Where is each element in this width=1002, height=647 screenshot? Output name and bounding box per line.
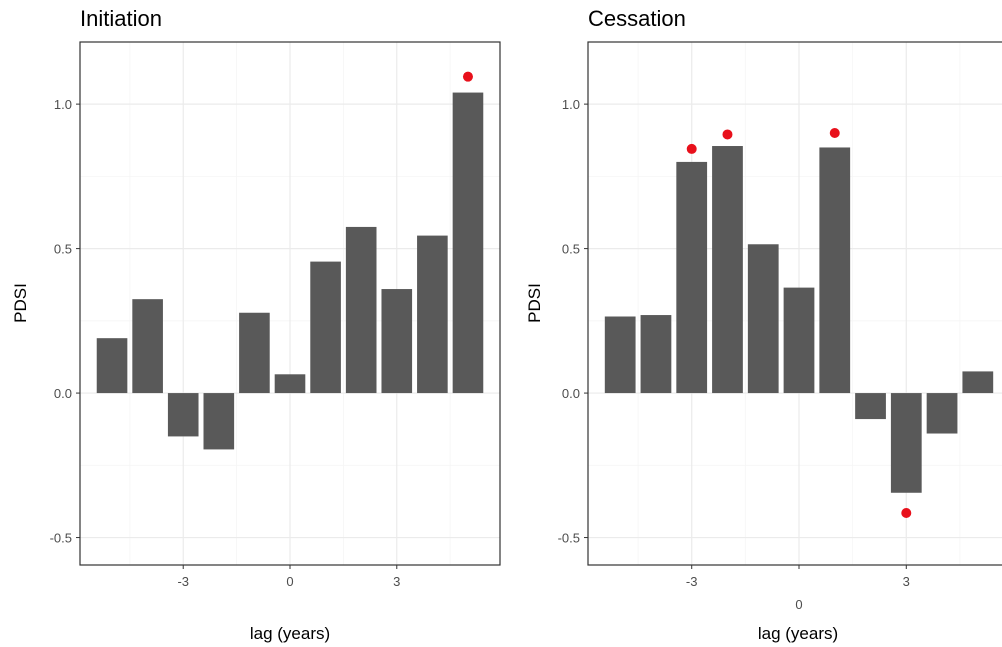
cessation-significance-marker [722,129,733,140]
initiation-bar [239,312,270,394]
initiation-bar [167,393,199,437]
initiation-x-tick-label: 0 [286,574,293,589]
cessation-x-tick-label: 3 [903,574,910,589]
cessation-y-tick-label: 1.0 [562,97,580,112]
cessation-x-axis-label: lag (years) [758,624,838,643]
cessation-y-tick-label: 0.0 [562,386,580,401]
initiation-y-axis-label: PDSI [11,283,30,323]
initiation-bar [310,261,341,394]
initiation-bar [203,393,235,450]
initiation-bar [274,374,306,394]
cessation-bar [926,393,958,434]
initiation-y-tick-label: 1.0 [54,97,72,112]
initiation-x-tick-label: 3 [393,574,400,589]
cessation-title: Cessation [588,6,686,31]
cessation-bar [962,371,994,394]
cessation-bar [855,393,886,420]
cessation-bar [819,147,851,394]
initiation-bar [345,226,377,394]
initiation-title: Initiation [80,6,162,31]
cessation-significance-marker [686,143,697,154]
cessation-x-tick-label: -3 [686,574,698,589]
initiation-bar [417,235,448,394]
initiation-y-tick-label: 0.5 [54,242,72,257]
initiation-bar [452,92,484,394]
cessation-bar [890,393,922,493]
cessation-bar [783,287,815,394]
initiation-y-tick-label: -0.5 [50,531,72,546]
initiation-bar [132,299,163,394]
cessation-bar [712,146,743,394]
initiation-bar [96,338,128,394]
initiation-x-axis-label: lag (years) [250,624,330,643]
cessation-x-tick-label: 0 [795,597,802,612]
initiation-bar [381,289,413,394]
cessation-y-tick-label: 0.5 [562,242,580,257]
cessation-y-axis-label: PDSI [525,283,544,323]
initiation-y-tick-label: 0.0 [54,386,72,401]
cessation-plot-area [588,42,1002,565]
cessation-bar [640,315,672,394]
cessation-significance-marker [901,507,912,518]
initiation-x-tick-label: -3 [177,574,189,589]
cessation-bar [676,161,708,394]
cessation-bar [604,316,636,394]
initiation-panel: Initiation lag (years) PDSI -3 0 3 -0.5 0.0 0… [11,6,501,643]
cessation-significance-marker [829,128,840,139]
cessation-y-tick-label: -0.5 [558,531,580,546]
initiation-significance-marker [462,71,473,82]
cessation-bar [747,244,779,394]
cessation-panel: Cessation lag (years) PDSI -3 0 3 -0.5 0.0 0.… [525,6,1002,643]
initiation-plot-area [80,42,500,565]
